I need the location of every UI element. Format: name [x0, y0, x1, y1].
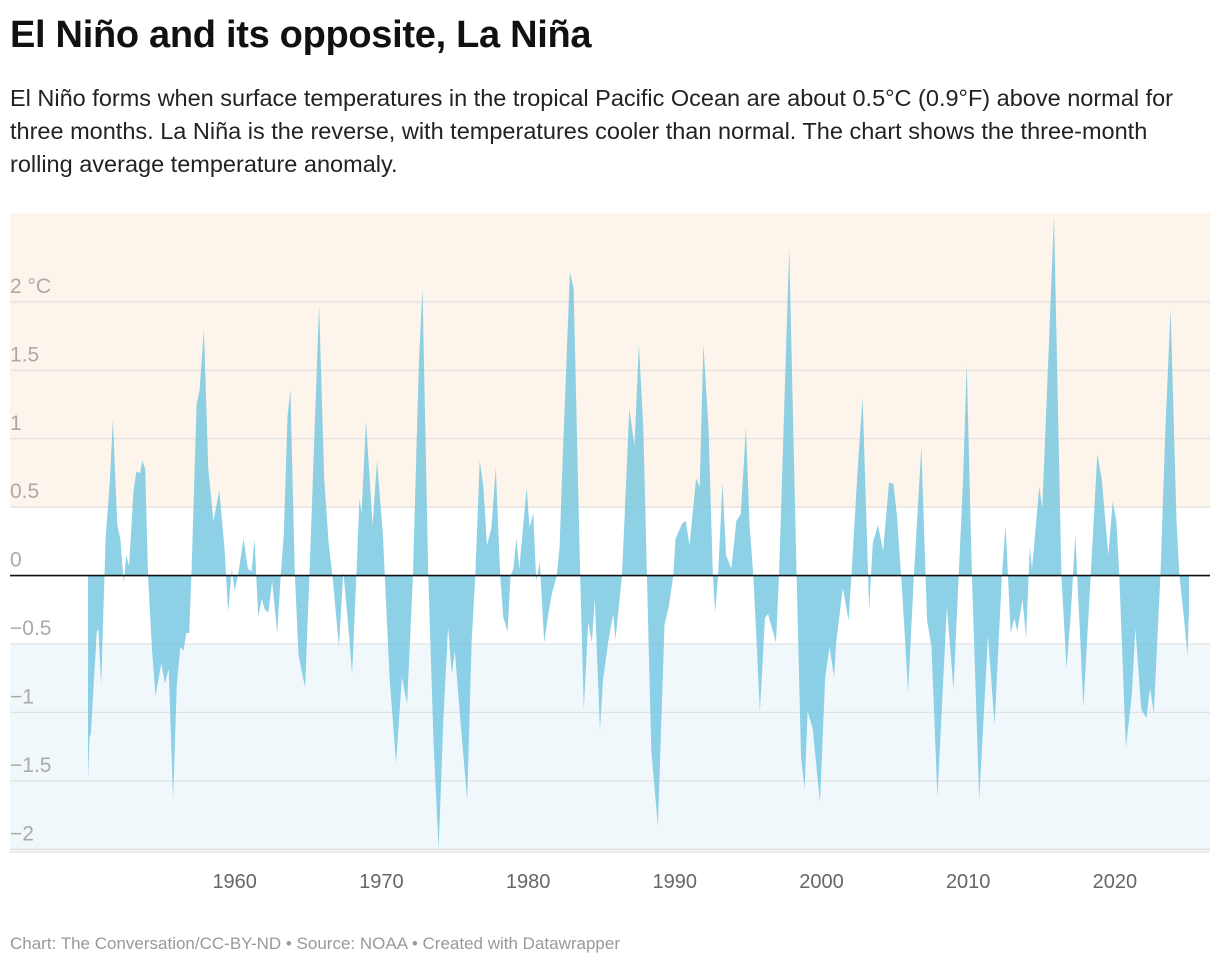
gridlines [10, 301, 1210, 853]
x-tick-label: 2020 [1093, 871, 1138, 893]
chart-subtitle: El Niño forms when surface temperatures … [10, 85, 1173, 177]
y-tick-label: −1 [10, 685, 34, 708]
y-axis-labels: 2 °C 1.5 1 0.5 0 −0.5 −1 −1.5 −2 [10, 275, 51, 845]
la-nina-band [10, 644, 1210, 852]
y-tick-label: −1.5 [10, 754, 51, 777]
anomaly-area [88, 215, 1189, 850]
y-tick-label: 1 [10, 412, 22, 435]
oni-area-chart: 2 °C 1.5 1 0.5 0 −0.5 −1 −1.5 −2 1960 1970 1980 199… [10, 213, 1210, 893]
x-tick-label: 1970 [359, 871, 404, 893]
y-tick-label: −2 [10, 822, 34, 845]
x-tick-label: 2000 [799, 871, 844, 893]
chart-title: El Niño and its opposite, La Niña [10, 14, 592, 56]
x-tick-label: 2010 [946, 871, 991, 893]
x-tick-label: 1980 [506, 871, 551, 893]
el-nino-band [10, 213, 1210, 508]
y-tick-label: 2 °C [10, 275, 51, 298]
threshold-bands [10, 213, 1210, 852]
anomaly-area-path [88, 215, 1189, 850]
y-tick-label: 0.5 [10, 480, 39, 503]
chart-footer: Chart: The Conversation/CC-BY-ND • Sourc… [10, 934, 620, 953]
y-tick-label: 1.5 [10, 343, 39, 366]
y-tick-label: −0.5 [10, 617, 51, 640]
x-tick-label: 1960 [212, 871, 257, 893]
x-tick-label: 1990 [653, 871, 698, 893]
x-axis-labels: 1960 1970 1980 1990 2000 2010 2020 [212, 871, 1137, 893]
y-tick-label: 0 [10, 549, 22, 572]
